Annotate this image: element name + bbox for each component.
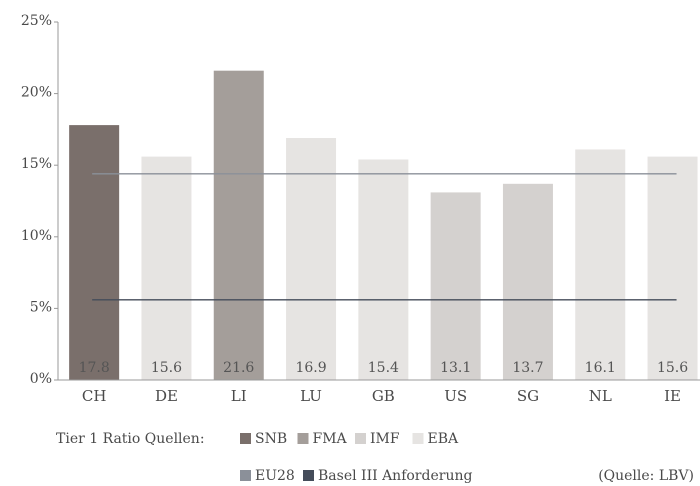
legend-title: Tier 1 Ratio Quellen: — [56, 431, 205, 447]
x-tick-label: IE — [664, 387, 681, 405]
source: (Quelle: LBV) — [598, 468, 694, 484]
value-label: 16.9 — [295, 360, 326, 376]
legend-label: Basel III Anforderung — [318, 468, 472, 484]
y-tick-label: 15% — [21, 156, 52, 172]
value-label: 13.7 — [512, 360, 543, 376]
bar — [647, 156, 698, 380]
y-tick-label: 20% — [21, 85, 52, 101]
legend-label: EBA — [428, 431, 460, 447]
x-tick-label: DE — [155, 387, 178, 405]
x-tick-label: US — [444, 387, 467, 405]
bar — [358, 159, 409, 380]
y-tick-label: 5% — [30, 299, 52, 315]
value-label: 21.6 — [223, 360, 254, 376]
x-tick-label: SG — [517, 387, 539, 405]
bar — [141, 156, 192, 380]
value-label: 16.1 — [585, 360, 616, 376]
legend-swatch — [240, 433, 251, 444]
bar — [213, 70, 264, 381]
value-label: 13.1 — [440, 360, 471, 376]
value-label: 15.6 — [657, 360, 688, 376]
bar — [430, 192, 481, 380]
legend-swatch — [240, 470, 251, 481]
value-label: 17.8 — [79, 360, 110, 376]
legend-label: IMF — [370, 431, 400, 447]
legend-label: EU28 — [255, 468, 295, 484]
legend-label: SNB — [255, 431, 287, 447]
value-label: 15.4 — [368, 360, 399, 376]
bar — [502, 183, 553, 380]
legend-swatch — [355, 433, 366, 444]
y-tick-label: 25% — [21, 13, 52, 29]
y-tick-label: 10% — [21, 228, 52, 244]
y-tick-label: 0% — [30, 371, 52, 387]
legend-label: FMA — [313, 431, 348, 447]
x-tick-label: CH — [82, 387, 107, 405]
bar — [575, 149, 626, 380]
x-tick-label: LI — [231, 387, 247, 405]
bar — [286, 137, 337, 380]
legend-swatch — [303, 470, 314, 481]
legend-swatch — [297, 433, 309, 444]
value-label: 15.6 — [151, 360, 182, 376]
x-tick-label: GB — [372, 387, 395, 405]
x-tick-label: LU — [300, 387, 322, 405]
x-tick-label: NL — [589, 387, 612, 405]
legend-swatch — [412, 433, 424, 444]
bar — [69, 125, 120, 380]
